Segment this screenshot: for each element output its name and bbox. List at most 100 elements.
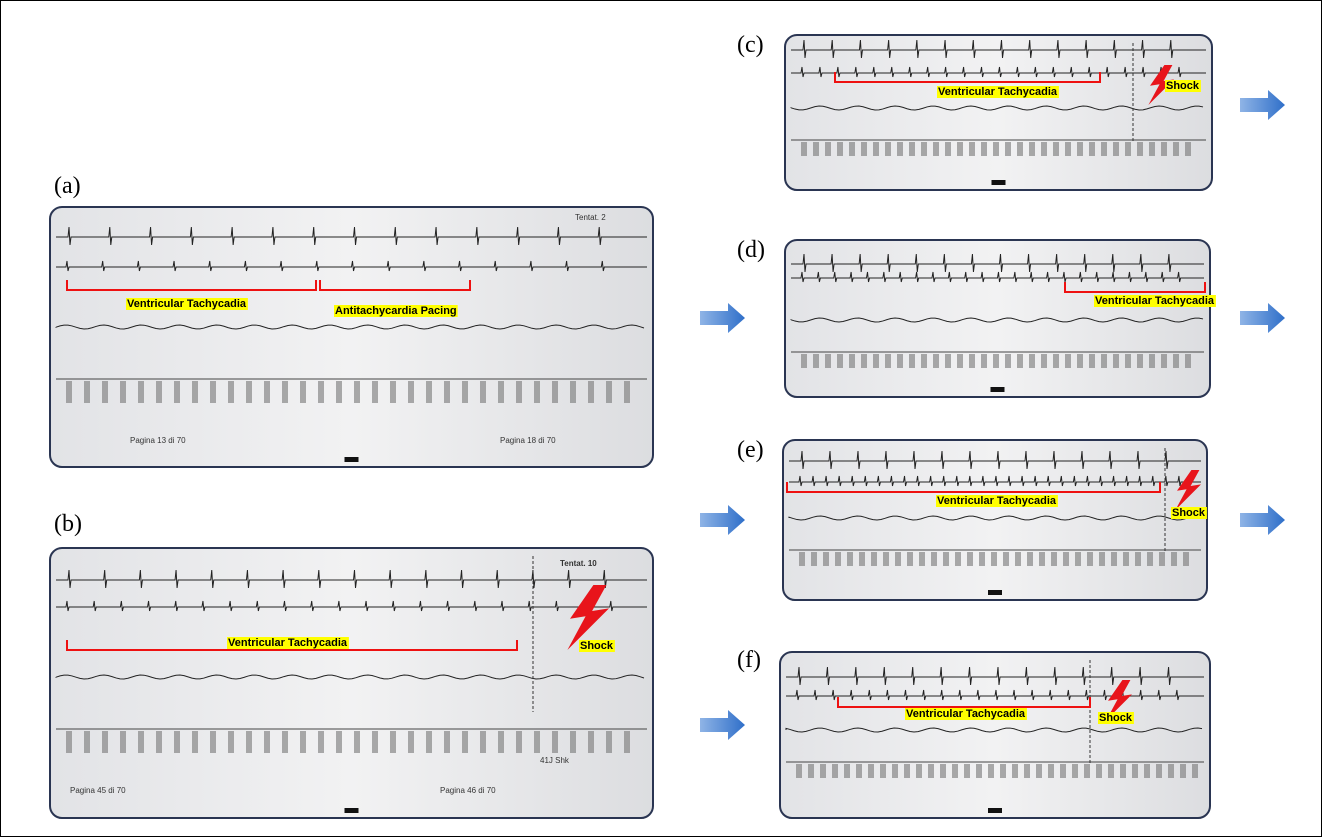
panel-label: (e)	[737, 437, 764, 463]
marker	[820, 764, 826, 778]
annotation: Antitachycardia Pacing	[335, 305, 457, 317]
annotation: Ventricular Tachycadia	[937, 495, 1057, 507]
marker	[570, 381, 576, 403]
marker	[1113, 142, 1119, 156]
marker	[1012, 764, 1018, 778]
marker	[1185, 354, 1191, 368]
marker	[909, 354, 915, 368]
page-mark	[992, 180, 1006, 185]
marker	[957, 354, 963, 368]
marker	[933, 354, 939, 368]
marker	[1192, 764, 1198, 778]
marker	[210, 381, 216, 403]
marker	[945, 142, 951, 156]
marker	[534, 731, 540, 753]
marker	[825, 354, 831, 368]
marker	[624, 731, 630, 753]
marker	[390, 381, 396, 403]
marker	[426, 731, 432, 753]
marker	[993, 354, 999, 368]
marker	[354, 731, 360, 753]
marker	[1123, 552, 1129, 566]
marker	[1065, 354, 1071, 368]
ecg-panel	[780, 652, 1210, 818]
marker	[1077, 354, 1083, 368]
marker	[1159, 552, 1165, 566]
marker	[1101, 354, 1107, 368]
marker	[832, 764, 838, 778]
marker	[1089, 354, 1095, 368]
marker	[837, 142, 843, 156]
marker	[588, 381, 594, 403]
marker	[1027, 552, 1033, 566]
marker	[426, 381, 432, 403]
marker	[811, 552, 817, 566]
marker	[1180, 764, 1186, 778]
marker	[801, 142, 807, 156]
marker	[1029, 142, 1035, 156]
marker	[84, 731, 90, 753]
marker	[1075, 552, 1081, 566]
marker	[264, 381, 270, 403]
page-mark	[988, 590, 1002, 595]
marker	[991, 552, 997, 566]
marker	[1161, 142, 1167, 156]
marker	[1003, 552, 1009, 566]
annotation: Ventricular Tachycadia	[127, 298, 247, 310]
marker	[1041, 142, 1047, 156]
marker	[895, 552, 901, 566]
marker	[969, 354, 975, 368]
marker	[796, 764, 802, 778]
marker	[1063, 552, 1069, 566]
marker	[1048, 764, 1054, 778]
marker	[102, 381, 108, 403]
marker	[552, 731, 558, 753]
marker	[120, 731, 126, 753]
marker	[967, 552, 973, 566]
annotation: Ventricular Tachycadia	[938, 86, 1058, 98]
marker	[282, 731, 288, 753]
marker	[943, 552, 949, 566]
panel-label: (b)	[54, 511, 82, 537]
marker	[300, 381, 306, 403]
marker	[606, 381, 612, 403]
marker	[1005, 354, 1011, 368]
marker	[808, 764, 814, 778]
marker	[859, 552, 865, 566]
marker	[1185, 142, 1191, 156]
marker	[916, 764, 922, 778]
marker	[408, 731, 414, 753]
marker	[588, 731, 594, 753]
marker	[871, 552, 877, 566]
figure: (a) (b) (c) (d) (e) (f) Tentat. 2 Pagina…	[0, 0, 1322, 837]
marker	[1149, 142, 1155, 156]
marker	[1108, 764, 1114, 778]
marker	[1005, 142, 1011, 156]
marker	[66, 731, 72, 753]
marker	[813, 142, 819, 156]
marker	[318, 731, 324, 753]
marker	[799, 552, 805, 566]
marker	[498, 381, 504, 403]
marker	[1113, 354, 1119, 368]
marker	[856, 764, 862, 778]
marker	[1041, 354, 1047, 368]
marker	[516, 731, 522, 753]
marker	[372, 381, 378, 403]
marker	[1173, 142, 1179, 156]
footer: Pagina 13 di 70	[130, 436, 186, 445]
marker	[823, 552, 829, 566]
marker	[931, 552, 937, 566]
marker	[885, 354, 891, 368]
annotation: Ventricular Tachycadia	[906, 708, 1026, 720]
marker	[1149, 354, 1155, 368]
marker	[210, 731, 216, 753]
marker	[933, 142, 939, 156]
marker	[138, 731, 144, 753]
marker	[892, 764, 898, 778]
marker	[885, 142, 891, 156]
marker	[624, 381, 630, 403]
annotation: Shock	[1166, 80, 1200, 92]
marker	[964, 764, 970, 778]
marker	[955, 552, 961, 566]
